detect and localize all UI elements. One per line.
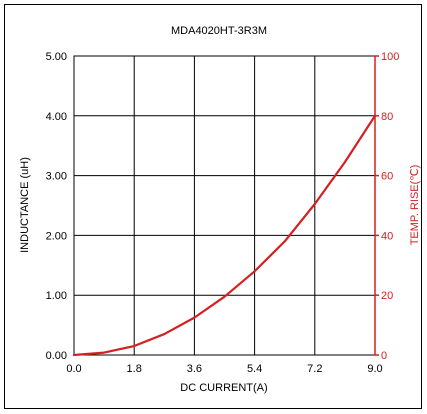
series-group [72,114,377,357]
y-axis-label: INDUCTANCE (uH) [19,157,31,253]
y-tick-label: 3.00 [46,171,67,183]
x-tick-label: 9.0 [367,363,382,375]
y2-tick-label: 20 [381,290,393,302]
y-tick-label: 1.00 [46,290,67,302]
y-axis-ticks: 0.00 1.00 2.00 3.00 4.00 5.00 [46,51,67,362]
x-axis-label: DC CURRENT(A) [180,382,267,394]
y-tick-label: 0.00 [46,350,67,362]
x-tick-label: 7.2 [307,363,322,375]
chart-title: MDA4020HT-3R3M [171,25,267,37]
y-tick-label: 5.00 [46,51,67,63]
plot-area-border [73,55,376,356]
x-tick-label: 5.4 [247,363,262,375]
y-tick-label: 4.00 [46,111,67,123]
y2-tick-label: 80 [381,111,393,123]
y2-tick-label: 0 [381,350,387,362]
y2-tick-label: 60 [381,171,393,183]
x-tick-label: 0.0 [66,363,81,375]
temp-rise-series-line [72,114,377,357]
y-tick-label: 2.00 [46,230,67,242]
y2-tick-label: 100 [381,51,399,63]
x-tick-label: 3.6 [187,363,202,375]
grid-lines [74,56,375,355]
y2-axis-label: TEMP. RISE(℃) [409,165,421,246]
x-tick-label: 1.8 [127,363,142,375]
y2-tick-label: 40 [381,230,393,242]
x-axis-ticks: 0.0 1.8 3.6 5.4 7.2 9.0 [66,363,382,375]
y2-axis-ticks: 0 20 40 60 80 100 [375,51,399,362]
